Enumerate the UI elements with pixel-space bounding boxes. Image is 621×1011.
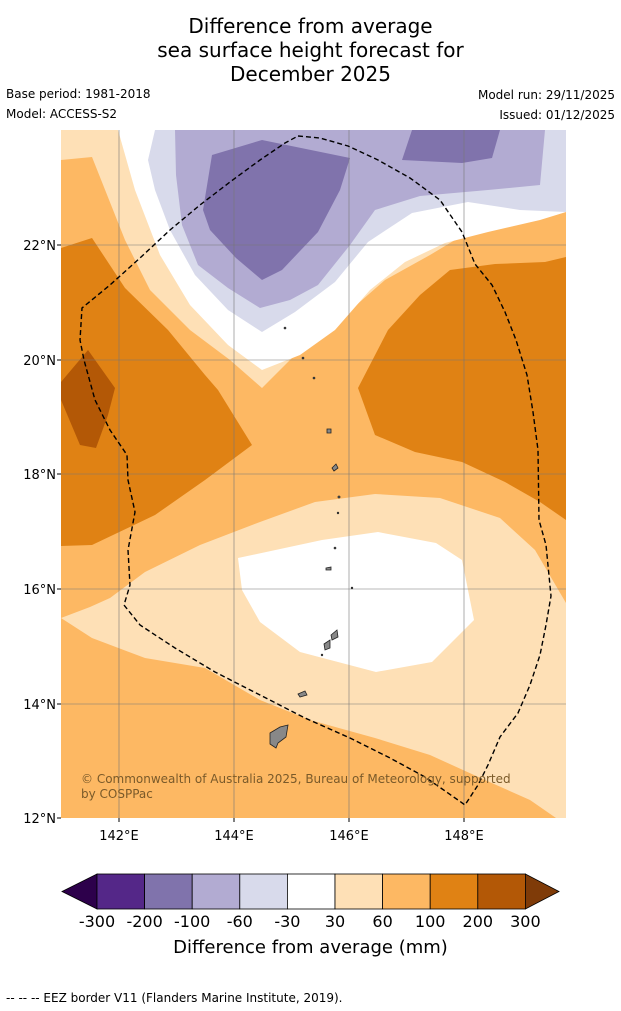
colorbar-bin-60-100 xyxy=(382,873,431,910)
colorbar-title: Difference from average (mm) xyxy=(173,937,448,958)
base-period: Base period: 1981-2018 xyxy=(6,87,151,101)
island-rota xyxy=(297,690,308,698)
colorbar-label: -300 xyxy=(78,912,116,931)
lat-label-14: 14°N xyxy=(23,698,56,713)
colorbar-bin-neg60-neg30 xyxy=(239,873,288,910)
title-line-3: December 2025 xyxy=(230,62,391,86)
colorbar-label: -100 xyxy=(174,912,211,931)
colorbar-bin-200-300 xyxy=(477,873,526,910)
lat-label-12: 12°N xyxy=(23,812,56,827)
lat-label-20: 20°N xyxy=(23,354,56,369)
island-fdm xyxy=(350,586,354,590)
island-saipan xyxy=(323,639,331,651)
island-alamagan xyxy=(336,511,340,515)
colorbar-extend-low xyxy=(61,873,98,910)
colorbar-bin-neg30-30 xyxy=(286,873,336,910)
model-run: Model run: 29/11/2025 xyxy=(477,88,615,102)
contour-neutral-south xyxy=(238,532,474,672)
colorbar-label: -30 xyxy=(274,912,301,931)
colorbar-label: 300 xyxy=(510,912,541,931)
colorbar-bin-neg200-neg100 xyxy=(144,873,193,910)
island-agrihan xyxy=(326,428,332,434)
lat-label-22: 22°N xyxy=(23,239,56,254)
lat-axis: 22°N 20°N 18°N 16°N 14°N 12°N xyxy=(23,239,61,827)
lon-label-148: 148°E xyxy=(444,829,484,844)
eez-legend-note: -- -- -- EEZ border V11 (Flanders Marine… xyxy=(6,991,343,1005)
colorbar-extend-high xyxy=(525,873,560,910)
lat-label-16: 16°N xyxy=(23,583,56,598)
lon-axis: 142°E 144°E 146°E 148°E xyxy=(99,818,484,844)
colorbar xyxy=(61,873,560,910)
lat-label-18: 18°N xyxy=(23,468,56,483)
issued-date: Issued: 01/12/2025 xyxy=(499,108,615,122)
title-line-2: sea surface height forecast for xyxy=(157,38,464,62)
lon-label-142: 142°E xyxy=(99,829,139,844)
model-name: Model: ACCESS-S2 xyxy=(6,107,118,121)
colorbar-bin-30-60 xyxy=(334,873,383,910)
island-farallon xyxy=(283,326,287,330)
contour-100-200-east xyxy=(358,257,566,520)
lon-label-144: 144°E xyxy=(214,829,254,844)
chart-title: Difference from average sea surface heig… xyxy=(0,14,621,86)
colorbar-bin-neg300-neg200 xyxy=(96,873,145,910)
colorbar-label: 200 xyxy=(462,912,494,931)
island-pagan xyxy=(331,463,339,472)
contour-200-300 xyxy=(61,350,115,448)
island-asuncion xyxy=(312,376,316,380)
island-anatahan xyxy=(325,566,332,571)
island-guam xyxy=(269,724,289,749)
copyright-note: © Commonwealth of Australia 2025, Bureau… xyxy=(81,772,511,801)
island-sarigan xyxy=(333,546,337,550)
island-maug xyxy=(301,356,305,360)
lon-label-146: 146°E xyxy=(329,829,369,844)
contour-neg100-neg200-east xyxy=(402,130,500,163)
grid-lines xyxy=(61,130,566,818)
contour-100-200-west xyxy=(61,238,252,546)
island-guguan xyxy=(337,495,341,499)
colorbar-label: 30 xyxy=(324,912,346,931)
colorbar-label: -200 xyxy=(126,912,163,931)
map-plot-area xyxy=(61,130,566,818)
colorbar-bin-neg100-neg60 xyxy=(191,873,241,910)
colorbar-label: -60 xyxy=(226,912,253,931)
islands xyxy=(269,326,354,749)
colorbar-label: 100 xyxy=(414,912,446,931)
island-cocos xyxy=(320,653,324,657)
title-line-1: Difference from average xyxy=(188,14,433,38)
island-tinian xyxy=(330,629,339,641)
colorbar-bin-100-200 xyxy=(429,873,479,910)
colorbar-label: 60 xyxy=(372,912,393,931)
